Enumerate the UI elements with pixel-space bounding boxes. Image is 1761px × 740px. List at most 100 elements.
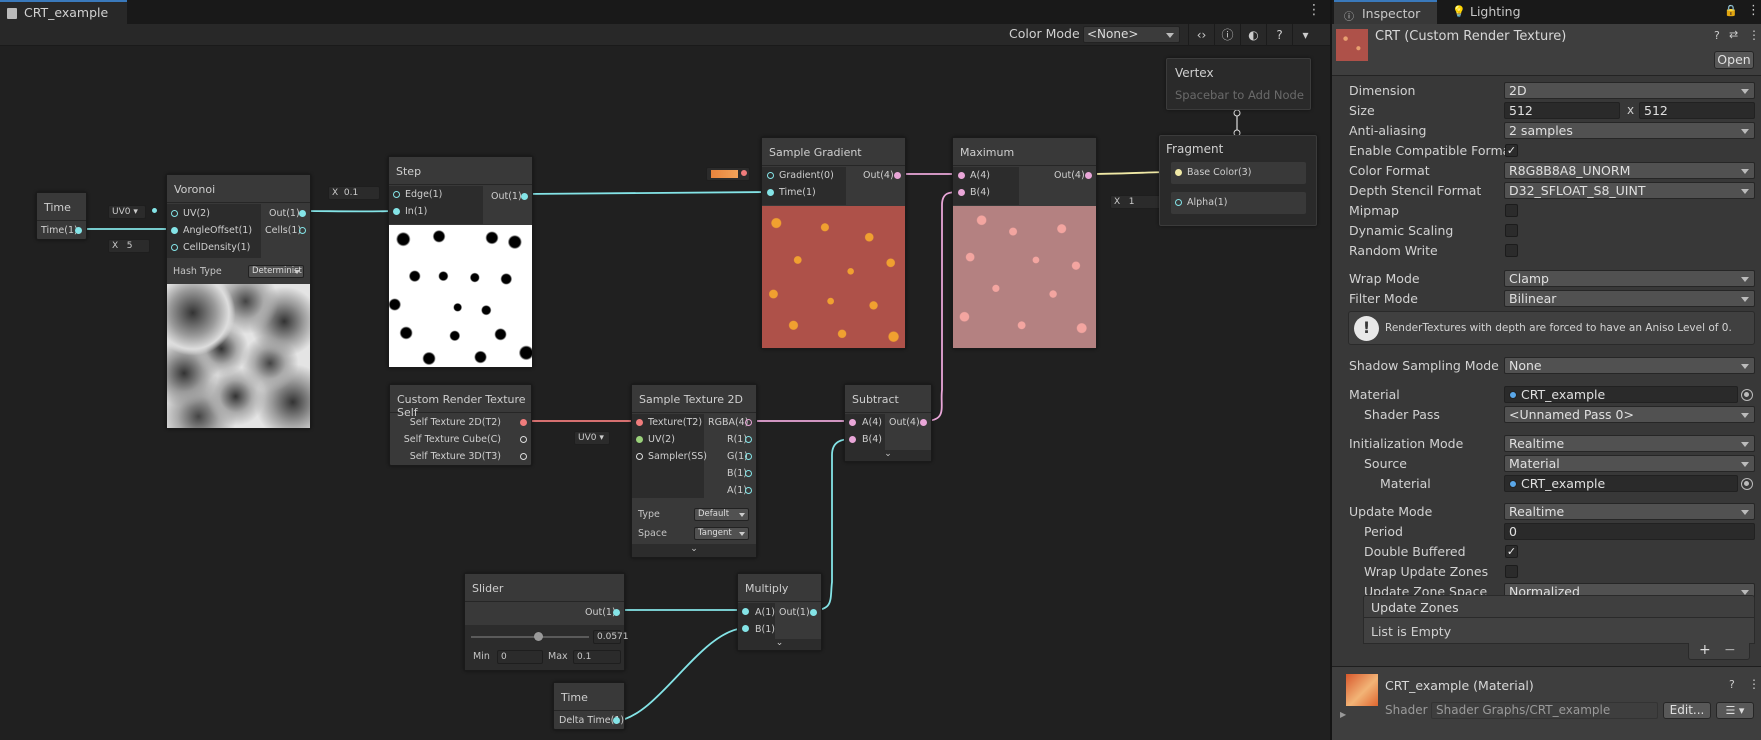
shader-select[interactable]: Shader Graphs/CRT_example	[1431, 702, 1658, 719]
tab-lighting[interactable]: 💡 Lighting	[1442, 0, 1542, 24]
add-icon[interactable]: +	[1699, 642, 1711, 658]
node-slider[interactable]: Slider Out(1) 0.0571 Min 0 Max 0.1	[464, 573, 629, 671]
output-port-r[interactable]	[745, 436, 752, 443]
output-port[interactable]	[1085, 172, 1092, 179]
node-maximum[interactable]: Maximum A(4) B(4) Out(4)	[952, 137, 1097, 349]
node-fragment[interactable]: Fragment Base Color(3) Alpha(1)	[1159, 135, 1317, 226]
space-dropdown[interactable]: Tangent	[694, 527, 749, 540]
input-port-a[interactable]	[958, 172, 965, 179]
node-time[interactable]: Time Time(1)	[36, 192, 87, 240]
output-port-cube[interactable]	[520, 436, 527, 443]
size-height-field[interactable]: 512	[1639, 102, 1755, 119]
dropdown-icon[interactable]: ▾	[1292, 24, 1318, 46]
help-icon[interactable]: ?	[1729, 678, 1735, 691]
collapse-chevron-icon[interactable]: ⌄	[738, 639, 821, 650]
collapse-chevron-icon[interactable]: ⌄	[845, 450, 931, 461]
input-port-b[interactable]	[742, 625, 749, 632]
block-base-color[interactable]: Base Color(3)	[1171, 162, 1306, 184]
node-time-delta[interactable]: Time Delta Time(1)	[553, 682, 625, 730]
output-port[interactable]	[894, 172, 901, 179]
tab-inspector[interactable]: ⓘ Inspector	[1334, 0, 1437, 24]
init-material-object-field[interactable]: CRT_example	[1504, 475, 1738, 492]
output-port-out[interactable]	[299, 210, 306, 217]
output-port[interactable]	[920, 419, 927, 426]
object-picker-icon[interactable]	[1741, 478, 1753, 490]
help-icon[interactable]: ?	[1266, 24, 1292, 46]
size-width-field[interactable]: 512	[1504, 102, 1620, 119]
output-port[interactable]	[75, 227, 82, 234]
output-port[interactable]	[521, 193, 528, 200]
code-icon[interactable]: ‹›	[1188, 24, 1214, 46]
help-icon[interactable]: ?	[1714, 29, 1720, 42]
input-port-density[interactable]	[171, 244, 178, 251]
object-picker-icon[interactable]	[1741, 389, 1753, 401]
update-mode-select[interactable]: Realtime	[1504, 503, 1755, 520]
cell-density-field[interactable]: X 5	[108, 239, 150, 253]
info-icon[interactable]: ⓘ	[1214, 24, 1240, 46]
input-port-texture[interactable]	[636, 419, 643, 426]
collapse-chevron-icon[interactable]: ⌄	[632, 544, 756, 557]
input-port-in[interactable]	[393, 208, 400, 215]
filter-mode-select[interactable]: Bilinear	[1504, 290, 1755, 307]
shadow-sampling-mode-select[interactable]: None	[1504, 357, 1755, 374]
wrap-update-zones-checkbox[interactable]	[1505, 565, 1518, 578]
type-dropdown[interactable]: Default	[694, 508, 749, 521]
node-step[interactable]: Step Edge(1) In(1) Out(1)	[388, 156, 533, 368]
min-field[interactable]: 0	[497, 650, 543, 664]
more-options-icon[interactable]: ⋮	[1307, 2, 1321, 18]
output-port[interactable]	[810, 609, 817, 616]
source-select[interactable]: Material	[1504, 455, 1755, 472]
input-port-uv[interactable]	[171, 210, 178, 217]
period-field[interactable]: 0	[1504, 523, 1755, 540]
open-button[interactable]: Open	[1714, 51, 1754, 69]
input-port-time[interactable]	[767, 189, 774, 196]
wrap-mode-select[interactable]: Clamp	[1504, 270, 1755, 287]
list-menu-icon[interactable]: ☰ ▾	[1716, 702, 1754, 719]
more-options-icon[interactable]: ⋮	[1748, 28, 1760, 42]
color-format-select[interactable]: R8G8B8A8_UNORM	[1504, 162, 1755, 179]
node-sample-gradient[interactable]: Sample Gradient Gradient(0) Time(1) Out(…	[761, 137, 906, 349]
output-port-3d[interactable]	[520, 453, 527, 460]
node-multiply[interactable]: Multiply A(1) B(1) Out(1) ⌄	[737, 573, 822, 651]
dynamic-scaling-checkbox[interactable]	[1505, 224, 1518, 237]
input-port-b[interactable]	[849, 436, 856, 443]
input-port-sampler[interactable]	[636, 453, 643, 460]
slider-track[interactable]	[471, 636, 589, 638]
slider-value-field[interactable]: 0.0571	[593, 630, 629, 644]
material-object-field[interactable]: CRT_example	[1504, 386, 1738, 403]
enable-compatible-format-checkbox[interactable]: ✓	[1505, 144, 1518, 157]
slider-thumb[interactable]	[534, 632, 544, 641]
output-port[interactable]	[613, 609, 620, 616]
edit-shader-button[interactable]: Edit...	[1663, 702, 1711, 719]
input-port-a[interactable]	[742, 608, 749, 615]
node-crt-self[interactable]: Custom Render Texture Self Self Texture …	[389, 384, 532, 466]
tab-crt-example[interactable]: CRT_example	[0, 0, 127, 24]
input-port-angle[interactable]	[171, 227, 178, 234]
hash-type-dropdown[interactable]: Determinist	[248, 265, 304, 278]
uv-channel-field[interactable]: UV0 ▾	[574, 431, 610, 445]
random-write-checkbox[interactable]	[1505, 244, 1518, 257]
output-port-g[interactable]	[745, 453, 752, 460]
color-mode-select[interactable]: <None>	[1083, 26, 1180, 43]
more-options-icon[interactable]: ⋮	[1748, 677, 1760, 691]
max-field[interactable]: 0.1	[573, 650, 621, 664]
uv-channel-field[interactable]: UV0 ▾	[108, 205, 146, 219]
remove-icon[interactable]: −	[1724, 642, 1736, 658]
input-port-gradient[interactable]	[767, 172, 774, 179]
node-vertex[interactable]: Vertex Spacebar to Add Node	[1166, 58, 1311, 110]
node-voronoi[interactable]: Voronoi UV(2) AngleOffset(1) CellDensity…	[166, 174, 311, 429]
preset-icon[interactable]: ⇄	[1729, 28, 1739, 41]
foldout-arrow-icon[interactable]: ▶	[1340, 710, 1347, 719]
lock-icon[interactable]: 🔒	[1724, 4, 1738, 17]
input-port-edge[interactable]	[393, 191, 400, 198]
dimension-select[interactable]: 2D	[1504, 82, 1755, 99]
input-port-base-color[interactable]	[1175, 169, 1182, 176]
node-sample-texture-2d[interactable]: Sample Texture 2D Texture(T2) UV(2) Samp…	[631, 384, 757, 558]
block-alpha[interactable]: Alpha(1)	[1171, 192, 1306, 214]
edge-field[interactable]: X 0.1	[328, 186, 380, 200]
gradient-field[interactable]	[706, 167, 750, 181]
depth-stencil-format-select[interactable]: D32_SFLOAT_S8_UINT	[1504, 182, 1755, 199]
input-port-uv[interactable]	[636, 436, 643, 443]
shader-pass-select[interactable]: <Unnamed Pass 0>	[1504, 406, 1755, 423]
output-port-b[interactable]	[745, 470, 752, 477]
